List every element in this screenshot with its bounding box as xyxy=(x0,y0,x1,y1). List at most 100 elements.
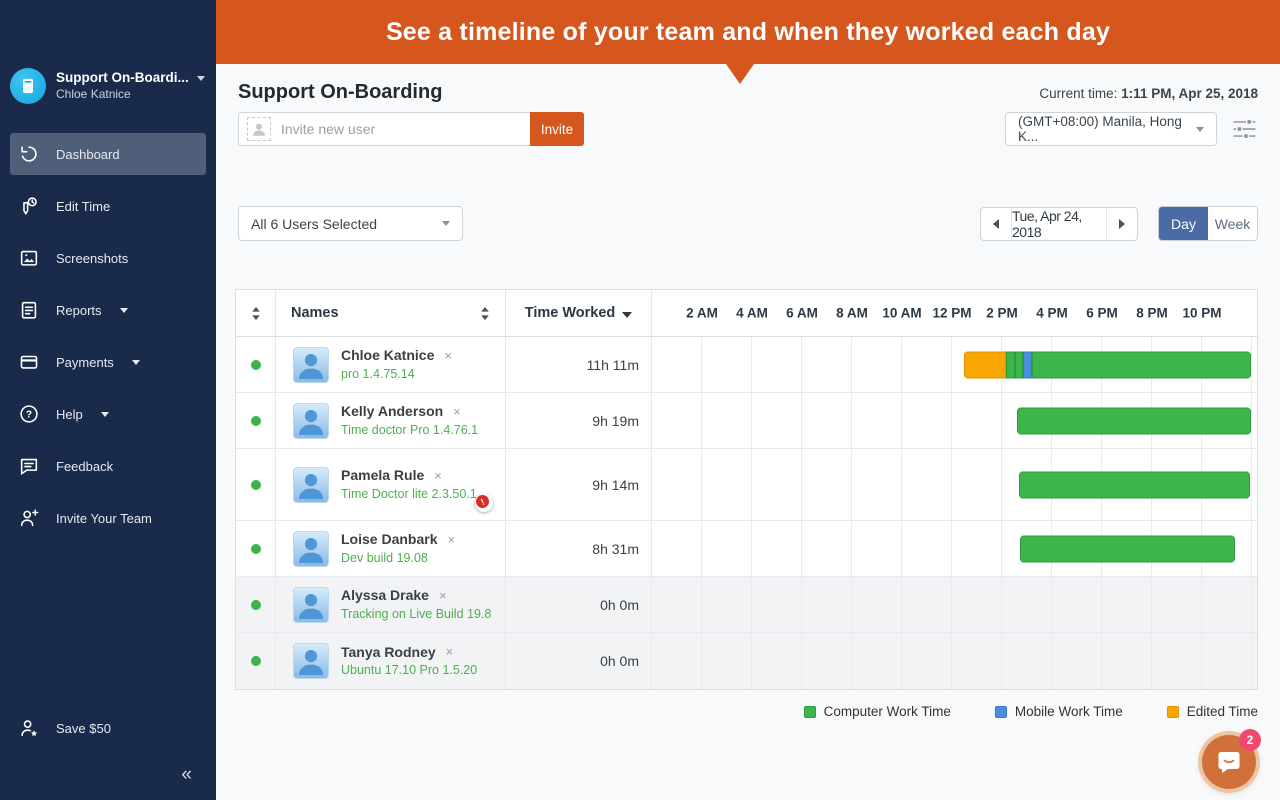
chat-launcher-button[interactable]: 2 xyxy=(1202,729,1261,789)
timeline-segment-mobile[interactable] xyxy=(1023,351,1032,378)
time-axis-label: 12 PM xyxy=(932,305,972,321)
timeline-segment-computer[interactable] xyxy=(1017,407,1251,434)
invite-new-user-input[interactable] xyxy=(281,121,522,137)
sort-updown-icon[interactable] xyxy=(480,306,490,321)
work-time-bar[interactable] xyxy=(964,351,1251,378)
legend-swatch xyxy=(1166,705,1179,718)
sidebar-item-reports[interactable]: Reports xyxy=(0,284,216,336)
sidebar-item-payments[interactable]: Payments xyxy=(0,336,216,388)
time-axis-label: 4 AM xyxy=(736,305,768,321)
legend-label: Mobile Work Time xyxy=(1014,704,1123,719)
remove-user-icon[interactable] xyxy=(453,405,461,418)
sidebar-bottom: Save $50 xyxy=(0,702,216,800)
status-sort-button[interactable] xyxy=(236,290,276,336)
timeline-legend: Computer Work Time Mobile Work Time Edit… xyxy=(216,704,1280,719)
timeline-table: Names Time Worked 2 AM 4 AM 6 AM 8 AM 10 AM 1… xyxy=(235,289,1258,690)
user-name: Kelly Anderson xyxy=(341,403,444,420)
timeline-segment-computer[interactable] xyxy=(1006,351,1015,378)
time-worked-sort-button[interactable]: Time Worked xyxy=(506,290,652,336)
chevron-down-icon xyxy=(196,75,205,81)
chevron-down-icon xyxy=(131,359,140,365)
timeline-segment-computer[interactable] xyxy=(1019,471,1250,498)
remove-user-icon[interactable] xyxy=(446,645,454,658)
chevron-right-icon xyxy=(1119,218,1125,229)
table-row: Pamela Rule Time Doctor lite 2.3.50.1 9h… xyxy=(236,449,1257,521)
banner-pointer xyxy=(726,64,754,84)
time-worked-value: 0h 0m xyxy=(506,633,652,689)
user-name: Pamela Rule xyxy=(341,467,425,484)
user-app-version: Time Doctor lite 2.3.50.1 xyxy=(341,486,477,501)
status-cell xyxy=(236,521,276,576)
sidebar-item-edit-time[interactable]: Edit Time xyxy=(0,180,216,232)
timeline-segment-computer[interactable] xyxy=(1020,535,1235,562)
sidebar-item-invite-your-team[interactable]: Invite Your Team xyxy=(0,492,216,544)
next-day-button[interactable] xyxy=(1107,208,1137,240)
sidebar-item-screenshots[interactable]: Screenshots xyxy=(0,232,216,284)
table-header: Names Time Worked 2 AM 4 AM 6 AM 8 AM 10 AM 1… xyxy=(236,290,1257,337)
sidebar-item-dashboard[interactable]: Dashboard xyxy=(10,133,206,175)
time-worked-value: 0h 0m xyxy=(506,577,652,632)
placeholder-avatar-icon xyxy=(247,117,271,141)
name-cell: Loise Danbark Dev build 19.08 xyxy=(276,521,506,576)
timezone-select[interactable]: (GMT+08:00) Manila, Hong K... xyxy=(1005,112,1217,146)
sidebar-item-label: Help xyxy=(56,406,83,422)
chevron-down-icon xyxy=(442,221,450,226)
sort-updown-icon xyxy=(251,306,260,320)
time-axis-label: 8 AM xyxy=(836,305,868,321)
timeline-segment-edited[interactable] xyxy=(964,351,1006,378)
table-row: Alyssa Drake Tracking on Live Build 19.8… xyxy=(236,577,1257,633)
collapse-sidebar-icon[interactable] xyxy=(181,764,192,786)
invite-button[interactable]: Invite xyxy=(530,112,584,146)
remove-user-icon[interactable] xyxy=(439,589,447,602)
week-view-button[interactable]: Week xyxy=(1214,215,1251,232)
timeline-cell xyxy=(652,633,1257,689)
legend-swatch xyxy=(994,705,1007,718)
alert-icon[interactable] xyxy=(475,494,493,512)
time-axis-label: 10 AM xyxy=(882,305,922,321)
names-header: Names xyxy=(291,305,339,321)
help-icon: ? xyxy=(18,403,40,425)
user-avatar xyxy=(293,346,329,383)
user-name: Alyssa Drake xyxy=(341,587,429,604)
date-picker[interactable]: Tue, Apr 24, 2018 xyxy=(1011,207,1107,240)
referral-person-star-icon xyxy=(18,717,40,739)
legend-label: Computer Work Time xyxy=(823,704,951,719)
company-name: Support On-Boardi... xyxy=(56,69,189,85)
sidebar: Support On-Boardi... Chloe Katnice Dashb… xyxy=(0,0,216,800)
dashboard-history-icon xyxy=(18,143,40,165)
timeline-segment-computer[interactable] xyxy=(1031,351,1251,378)
timezone-value: (GMT+08:00) Manila, Hong K... xyxy=(1018,114,1182,144)
timeline-segment-computer[interactable] xyxy=(1015,351,1023,378)
user-name: Tanya Rodney xyxy=(341,643,436,660)
legend-swatch xyxy=(803,705,816,718)
work-time-bar[interactable] xyxy=(1017,407,1251,434)
day-view-button[interactable]: Day xyxy=(1159,207,1208,240)
chat-bubble-icon xyxy=(1218,752,1240,773)
status-cell xyxy=(236,449,276,520)
name-cell: Alyssa Drake Tracking on Live Build 19.8 xyxy=(276,577,506,632)
work-time-bar[interactable] xyxy=(1020,535,1235,562)
account-switcher[interactable]: Support On-Boardi... Chloe Katnice xyxy=(0,0,216,104)
reports-icon xyxy=(18,299,40,321)
display-settings-icon[interactable] xyxy=(1231,117,1258,141)
main-content: See a timeline of your team and when the… xyxy=(216,0,1280,800)
invite-user-control: Invite xyxy=(238,112,584,146)
work-time-bar[interactable] xyxy=(1019,471,1250,498)
users-filter-select[interactable]: All 6 Users Selected xyxy=(238,206,463,241)
previous-day-button[interactable] xyxy=(981,208,1011,240)
time-axis-label: 6 AM xyxy=(786,305,818,321)
current-time: Current time: 1:11 PM, Apr 25, 2018 xyxy=(1039,86,1258,101)
chevron-down-icon xyxy=(100,411,109,417)
remove-user-icon[interactable] xyxy=(434,469,442,482)
invite-input-box xyxy=(238,112,530,146)
sidebar-item-help[interactable]: ? Help xyxy=(0,388,216,440)
sidebar-item-feedback[interactable]: Feedback xyxy=(0,440,216,492)
day-week-toggle: Day Week xyxy=(1158,206,1258,241)
sidebar-item-save-50[interactable]: Save $50 xyxy=(0,702,216,754)
feedback-icon xyxy=(18,455,40,477)
remove-user-icon[interactable] xyxy=(447,533,455,546)
time-worked-value: 8h 31m xyxy=(506,521,652,576)
company-logo-icon xyxy=(10,68,46,104)
remove-user-icon[interactable] xyxy=(444,349,452,362)
online-status-dot xyxy=(250,359,261,370)
